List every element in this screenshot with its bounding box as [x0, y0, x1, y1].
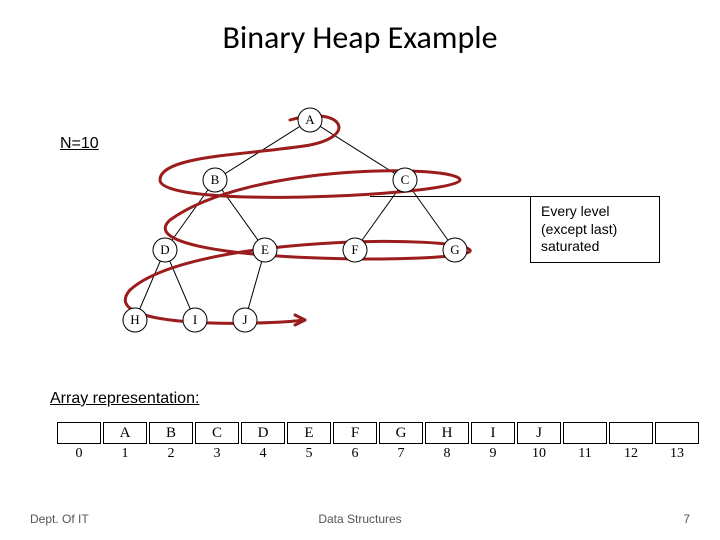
svg-text:D: D	[160, 242, 169, 257]
array-cell: E	[287, 422, 331, 444]
n-label: N=10	[60, 135, 99, 153]
footer-center: Data Structures	[0, 512, 720, 526]
array-cell: G	[379, 422, 423, 444]
svg-text:H: H	[130, 312, 139, 327]
array-cell	[57, 422, 101, 444]
footer-right: 7	[683, 512, 690, 526]
svg-text:E: E	[261, 242, 269, 257]
array-cell: D	[241, 422, 285, 444]
array-index: 6	[333, 446, 377, 462]
array-index: 9	[471, 446, 515, 462]
array-index: 0	[57, 446, 101, 462]
callout-box: Every level (except last) saturated	[530, 196, 660, 263]
array-index: 11	[563, 446, 607, 462]
callout-line3: saturated	[541, 238, 649, 256]
callout-line1: Every level	[541, 203, 649, 221]
array-index: 4	[241, 446, 285, 462]
array-table: ABCDEFGHIJ	[55, 420, 701, 446]
tree-diagram: A B C D E F G H I J	[100, 100, 520, 350]
array-index: 10	[517, 446, 561, 462]
callout-line2: (except last)	[541, 221, 649, 239]
array-index: 7	[379, 446, 423, 462]
slide-title: Binary Heap Example	[0, 18, 720, 57]
array-index: 5	[287, 446, 331, 462]
array-cell	[563, 422, 607, 444]
array-index: 12	[609, 446, 653, 462]
svg-text:C: C	[401, 172, 410, 187]
array-cell: H	[425, 422, 469, 444]
array-label: Array representation:	[50, 390, 199, 408]
svg-text:I: I	[193, 312, 197, 327]
array-indices: 012345678910111213	[55, 444, 701, 464]
array-index: 13	[655, 446, 699, 462]
array-cell: C	[195, 422, 239, 444]
array-cell	[609, 422, 653, 444]
svg-text:J: J	[242, 312, 247, 327]
svg-text:F: F	[351, 242, 358, 257]
svg-text:B: B	[211, 172, 220, 187]
array-index: 2	[149, 446, 193, 462]
array-index: 1	[103, 446, 147, 462]
array-cell: A	[103, 422, 147, 444]
array-index: 3	[195, 446, 239, 462]
array-cell: B	[149, 422, 193, 444]
svg-text:G: G	[450, 242, 459, 257]
array-cell: F	[333, 422, 377, 444]
array-cell	[655, 422, 699, 444]
svg-text:A: A	[305, 112, 315, 127]
array-cell: J	[517, 422, 561, 444]
array-index: 8	[425, 446, 469, 462]
array-cell: I	[471, 422, 515, 444]
